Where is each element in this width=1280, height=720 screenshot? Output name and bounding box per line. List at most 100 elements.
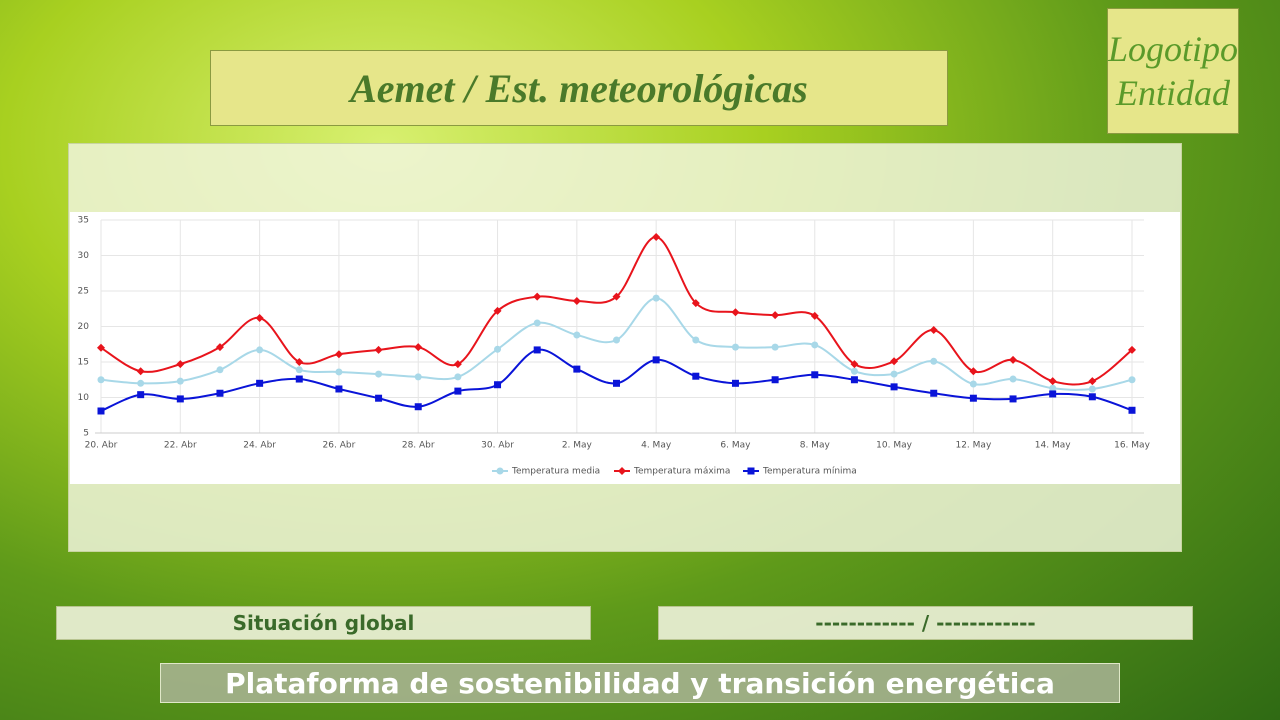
data-point (1088, 393, 1096, 401)
y-tick-label: 30 (78, 251, 90, 261)
data-point (494, 381, 502, 389)
series-line (100, 297, 1133, 391)
x-tick-label: 6. May (720, 441, 751, 451)
chart: 5 10 15 20 25 30 35 20. Abr 22. Abr 24. Abr 26. Ab… (70, 212, 1180, 484)
page-title: Aemet / Est. meteorológicas (210, 50, 948, 126)
data-point (374, 345, 383, 354)
y-tick-label: 15 (78, 358, 89, 368)
data-point (850, 360, 859, 369)
data-point (890, 370, 898, 378)
data-point (850, 367, 858, 375)
x-tick-label: 10. May (876, 441, 912, 451)
data-point (691, 299, 700, 308)
data-point (771, 343, 779, 351)
data-point (494, 345, 502, 353)
data-point (295, 366, 303, 374)
x-tick-label: 30. Abr (481, 441, 514, 451)
x-tick-label: 14. May (1035, 441, 1071, 451)
x-tick-label: 12. May (955, 441, 991, 451)
x-tick-label: 26. Abr (323, 441, 356, 451)
y-tick-label: 25 (78, 287, 89, 297)
data-point (692, 336, 700, 344)
data-point (1088, 377, 1097, 386)
x-tick-label: 20. Abr (85, 441, 118, 451)
x-tick-label: 16. May (1114, 441, 1150, 451)
data-point (929, 326, 938, 335)
data-point (414, 373, 422, 381)
data-point (1049, 384, 1057, 392)
data-point (771, 376, 779, 384)
legend-label: Temperatura media (511, 467, 600, 477)
data-point (1009, 395, 1017, 403)
data-point (810, 311, 819, 320)
data-point (295, 375, 303, 383)
data-point (533, 292, 542, 301)
data-point (375, 394, 383, 402)
data-point (97, 407, 105, 415)
data-point (255, 313, 264, 322)
data-point (176, 360, 185, 369)
logo: Logotipo Entidad (1107, 8, 1239, 134)
data-point (612, 292, 621, 301)
data-point (890, 383, 898, 391)
data-point (453, 360, 462, 369)
logo-line: Logotipo (1107, 29, 1239, 69)
data-point (1128, 376, 1136, 384)
y-tick-label: 35 (78, 216, 89, 226)
data-point (216, 366, 224, 374)
data-point (1088, 385, 1096, 393)
data-point (573, 331, 581, 339)
data-point (890, 357, 899, 366)
data-point (613, 379, 620, 387)
data-point (969, 367, 978, 376)
data-point (533, 319, 541, 327)
data-point (137, 379, 145, 387)
data-point (652, 294, 660, 302)
banner: Plataforma de sostenibilidad y transició… (160, 663, 1120, 703)
legend-label: Temperatura mínima (762, 467, 857, 477)
y-tick-label: 20 (78, 322, 90, 332)
data-point (930, 357, 938, 365)
legend-label: Temperatura máxima (633, 467, 730, 477)
data-point (572, 296, 581, 305)
data-point (454, 387, 462, 395)
data-point (811, 371, 819, 379)
legend-marker (747, 467, 755, 475)
x-tick-label: 28. Abr (402, 441, 435, 451)
x-tick-label: 8. May (800, 441, 831, 451)
data-point (256, 379, 264, 387)
data-point (1009, 355, 1018, 364)
data-point (969, 394, 977, 402)
data-point (533, 346, 541, 354)
data-point (731, 379, 739, 387)
data-point (334, 350, 343, 359)
data-point (731, 343, 739, 351)
data-point (850, 376, 858, 384)
data-point (295, 358, 304, 366)
data-point (97, 343, 105, 352)
data-point (731, 308, 740, 317)
data-point (652, 356, 660, 364)
legend-marker (496, 467, 504, 475)
data-point (1049, 390, 1057, 398)
data-point (414, 343, 423, 352)
data-point (692, 372, 700, 380)
data-point (215, 343, 224, 352)
y-tick-label: 5 (83, 429, 89, 439)
data-point (136, 367, 145, 376)
data-point (216, 389, 224, 397)
status-label: Situación global (56, 606, 591, 640)
x-tick-label: 4. May (641, 441, 672, 451)
data-point (335, 368, 343, 376)
data-point (969, 380, 977, 388)
data-point (613, 336, 620, 344)
data-point (930, 389, 938, 397)
data-point (573, 365, 581, 373)
x-tick-label: 2. May (562, 441, 593, 451)
data-point (176, 395, 184, 403)
x-tick-label: 24. Abr (243, 441, 276, 451)
data-point (176, 377, 184, 385)
data-point (771, 311, 780, 320)
data-point (256, 346, 264, 354)
